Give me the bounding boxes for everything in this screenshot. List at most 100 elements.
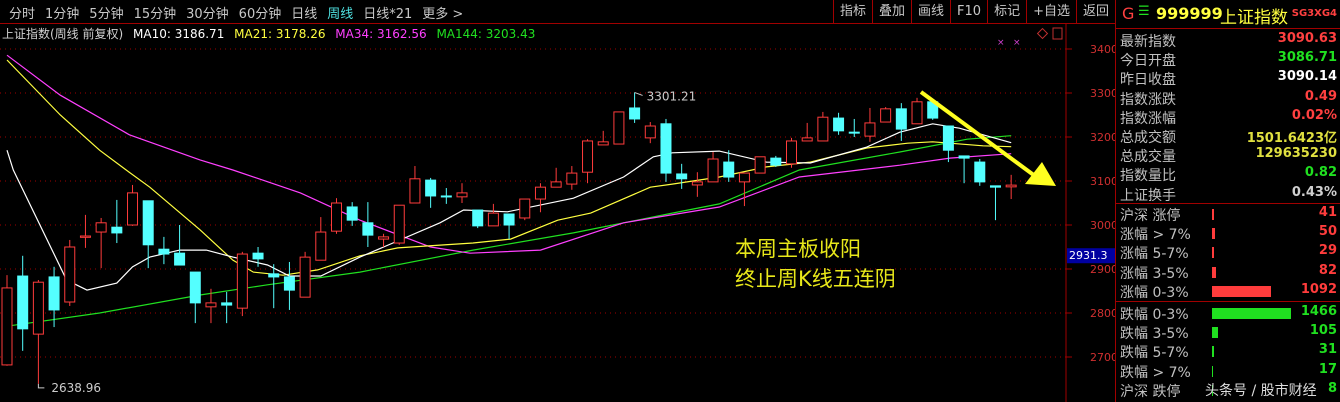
candle-body xyxy=(346,206,358,221)
candle xyxy=(660,118,672,182)
tab-period[interactable]: 60分钟 xyxy=(238,7,282,22)
candle xyxy=(32,280,44,384)
candle xyxy=(817,111,829,142)
quote-row: 涨幅 0-3% 1092 xyxy=(1120,282,1337,301)
menu-icon[interactable]: ☰ xyxy=(1138,4,1150,19)
y-tick-label: 3200 xyxy=(1090,131,1115,144)
row-value: 41 xyxy=(1318,205,1337,220)
low-label: 2638.96 xyxy=(51,381,101,395)
quote-row: 今日开盘 3086.71 xyxy=(1120,50,1337,69)
tab-period[interactable]: 1分钟 xyxy=(45,7,80,22)
indicator-legend: 上证指数(周线 前复权) MA10: 3186.71 MA21: 3178.26… xyxy=(2,25,541,42)
breadth-bar xyxy=(1212,308,1292,319)
quote-row: 最新指数 3090.63 xyxy=(1120,31,1337,50)
quote-panel: G ☰ 999999 上证指数 SG3XG4 最新指数 3090.63 今日开盘 30… xyxy=(1115,0,1340,402)
row-label: 涨幅 3-5% xyxy=(1120,265,1189,282)
row-value: 1466 xyxy=(1300,304,1337,319)
breadth-bar xyxy=(1212,266,1217,278)
breadth-bar xyxy=(1212,327,1218,339)
tab-period[interactable]: 日线*21 xyxy=(363,7,413,22)
current-price-label: 2931.3 xyxy=(1069,249,1108,262)
candle-body xyxy=(942,125,954,151)
tab-period[interactable]: 更多 > xyxy=(422,7,464,22)
legend-ma21: MA21: 3178.26 xyxy=(234,27,326,41)
quote-row: 指数涨跌 0.49 xyxy=(1120,89,1337,108)
candle xyxy=(299,251,311,298)
y-tick-label: 3300 xyxy=(1090,87,1115,100)
candle xyxy=(346,202,358,226)
row-label: 指数量比 xyxy=(1120,168,1176,185)
candle-body xyxy=(974,161,986,183)
candle xyxy=(409,166,421,204)
candle xyxy=(833,112,845,135)
candle xyxy=(723,150,735,182)
candle xyxy=(848,118,860,137)
candle xyxy=(1005,174,1017,200)
candle xyxy=(17,255,29,351)
candle-body xyxy=(472,209,484,227)
breadth-bar xyxy=(1212,346,1214,358)
candle-body xyxy=(770,157,782,166)
tab-period[interactable]: 日线 xyxy=(291,7,318,22)
row-label: 最新指数 xyxy=(1120,34,1176,50)
candle-body xyxy=(582,140,594,173)
candle xyxy=(880,107,892,123)
candle xyxy=(707,151,719,183)
candle xyxy=(236,251,248,317)
tab-period[interactable]: 15分钟 xyxy=(133,7,177,22)
diamond-icon[interactable] xyxy=(1036,27,1049,40)
high-marker xyxy=(634,91,643,96)
y-tick-label: 3000 xyxy=(1090,219,1115,232)
tool-button[interactable]: 返回 xyxy=(1075,0,1115,23)
quote-row: 昨日收盘 3090.14 xyxy=(1120,69,1337,88)
candle xyxy=(456,183,468,203)
panel-toggle-icon[interactable] xyxy=(1052,27,1063,40)
quote-row: 上证换手 0.43% xyxy=(1120,185,1337,204)
tool-button[interactable]: +自选 xyxy=(1026,0,1076,23)
candle-body xyxy=(487,212,499,227)
g-icon[interactable]: G xyxy=(1122,4,1135,23)
tab-period[interactable]: 5分钟 xyxy=(89,7,124,22)
tab-period[interactable]: 分时 xyxy=(9,7,36,22)
tool-button[interactable]: 画线 xyxy=(911,0,950,23)
candle-body xyxy=(158,248,170,255)
candle-body xyxy=(738,172,750,183)
candle xyxy=(691,172,703,197)
candle xyxy=(1,275,13,366)
divider xyxy=(1116,203,1340,204)
legend-title: 上证指数(周线 前复权) xyxy=(2,27,124,41)
candle-body xyxy=(864,122,876,137)
candle-body xyxy=(48,276,60,311)
candle-body xyxy=(378,236,390,240)
candle-body xyxy=(252,252,264,260)
candle xyxy=(221,291,233,324)
candle-body xyxy=(174,252,186,266)
candle-body xyxy=(833,117,845,132)
row-label: 指数涨幅 xyxy=(1120,110,1176,127)
quote-row: 涨幅 > 7% 50 xyxy=(1120,224,1337,243)
candle xyxy=(79,214,91,248)
candle-body xyxy=(597,141,609,146)
candle-body xyxy=(393,204,405,244)
tool-button[interactable]: 指标 xyxy=(832,0,872,23)
tool-button[interactable]: 叠加 xyxy=(872,0,911,23)
row-value: 29 xyxy=(1318,243,1337,259)
candle-body xyxy=(236,253,248,309)
y-tick-label: 2800 xyxy=(1090,307,1115,320)
arrow-head-icon xyxy=(1025,162,1056,186)
row-value: 50 xyxy=(1318,224,1337,240)
quote-row: 涨幅 3-5% 82 xyxy=(1120,263,1337,282)
candle-body xyxy=(880,108,892,123)
kline-chart[interactable]: 2700 2800 2900 3000 3100 3200 3300 3400 2931.3 33… xyxy=(0,0,1115,402)
candle xyxy=(111,199,123,244)
quote-row: 指数量比 0.82 xyxy=(1120,165,1337,184)
row-label: 跌幅 > 7% xyxy=(1120,364,1191,381)
tab-period[interactable]: 周线 xyxy=(327,7,354,22)
tool-button[interactable]: F10 xyxy=(950,0,987,23)
quote-header: G ☰ 999999 上证指数 SG3XG4 xyxy=(1116,0,1340,29)
tab-period[interactable]: 30分钟 xyxy=(186,7,229,22)
row-label: 总成交额 xyxy=(1120,130,1176,146)
candle xyxy=(676,163,688,189)
candle xyxy=(503,213,515,240)
tool-button[interactable]: 标记 xyxy=(987,0,1026,23)
